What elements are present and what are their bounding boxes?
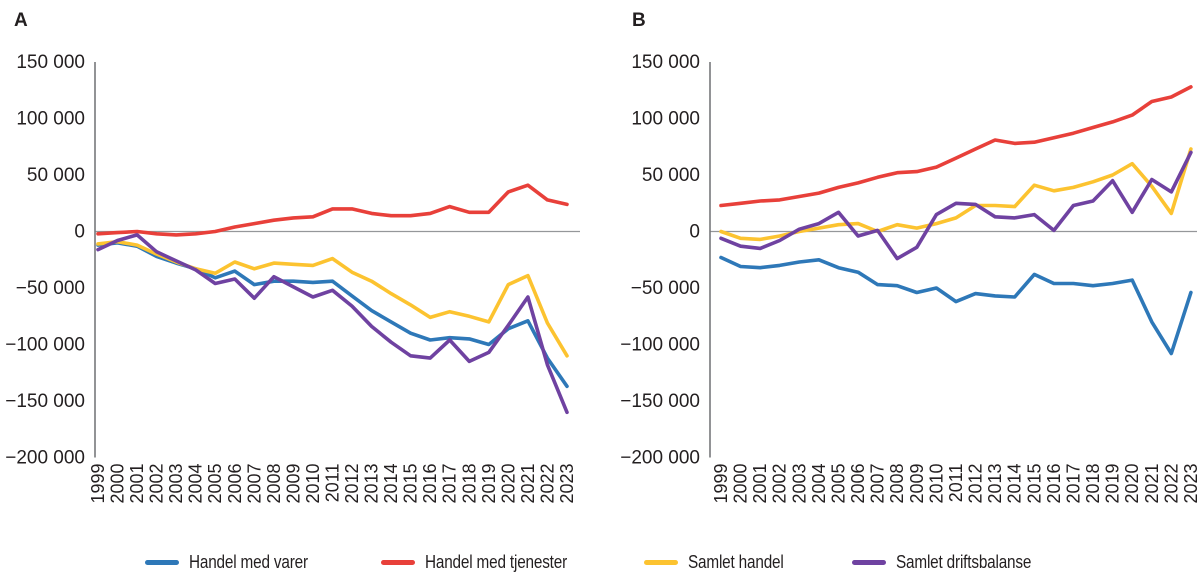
x-tick-label-2012: 2012	[342, 464, 362, 504]
x-tick-label-2000: 2000	[731, 464, 751, 504]
x-tick-label-2018: 2018	[459, 464, 479, 504]
x-tick-label-2021: 2021	[518, 464, 538, 504]
x-tick-label-2017: 2017	[440, 464, 460, 504]
x-tick-label-2021: 2021	[1142, 464, 1162, 504]
x-tick-label-2018: 2018	[1083, 464, 1103, 504]
x-tick-label-2007: 2007	[868, 464, 888, 504]
x-tick-label-1999: 1999	[711, 464, 731, 504]
x-tick-label-2003: 2003	[789, 464, 809, 504]
x-tick-label-2014: 2014	[381, 464, 401, 504]
legend-label: Samlet handel	[687, 551, 784, 572]
x-tick-label-2001: 2001	[750, 464, 770, 504]
x-tick-label-2015: 2015	[1024, 464, 1044, 504]
x-tick-label-2012: 2012	[966, 464, 986, 504]
x-tick-label-2007: 2007	[244, 464, 264, 504]
x-tick-label-2019: 2019	[1103, 464, 1123, 504]
x-tick-label-2009: 2009	[283, 464, 303, 504]
y-tick-label: −100 000	[5, 335, 85, 356]
x-tick-label-2000: 2000	[108, 464, 128, 504]
x-tick-label-2010: 2010	[303, 464, 323, 504]
legend-item-handel-med-tjenester: Handel med tjenester	[380, 551, 592, 573]
line-swatch-icon	[643, 559, 678, 565]
line-swatch-icon	[380, 559, 415, 565]
x-tick-label-2011: 2011	[946, 464, 966, 503]
legend-label: Handel med tjenester	[424, 551, 567, 572]
x-tick-label-2016: 2016	[1044, 464, 1064, 504]
series-line-samlet-driftsbalanse	[96, 233, 569, 415]
y-tick-label: 100 000	[631, 109, 700, 130]
x-tick-label-2011: 2011	[322, 464, 342, 503]
legend-label: Handel med varer	[188, 551, 308, 572]
x-tick-label-2006: 2006	[225, 464, 245, 504]
x-tick-label-2019: 2019	[479, 464, 499, 504]
series-line-samlet-handel	[719, 147, 1193, 242]
y-tick-label: 50 000	[27, 165, 85, 186]
y-tick-label: −50 000	[631, 278, 700, 299]
y-tick-label: −50 000	[16, 278, 85, 299]
x-tick-label-2013: 2013	[985, 464, 1005, 504]
x-tick-label-2008: 2008	[264, 464, 284, 504]
panel-a-title: A	[14, 10, 28, 31]
x-tick-label-2005: 2005	[828, 464, 848, 504]
y-tick-label: −150 000	[620, 391, 700, 412]
line-swatch-icon	[852, 559, 887, 565]
x-tick-label-2016: 2016	[420, 464, 440, 504]
legend-item-handel-med-varer: Handel med varer	[144, 551, 329, 573]
x-tick-label-2023: 2023	[557, 464, 577, 504]
panel-b-chart: 150 000 100 000 50 000 0 −50 000 −100 000 −150…	[620, 52, 1200, 504]
x-tick-label-2014: 2014	[1005, 464, 1025, 504]
x-tick-label-2020: 2020	[498, 464, 518, 504]
x-tick-label-2013: 2013	[362, 464, 382, 504]
series-line-handel-med-varer	[96, 241, 569, 389]
series-line-samlet-driftsbalanse	[719, 150, 1193, 261]
y-tick-label: 50 000	[642, 165, 700, 186]
y-tick-label: 100 000	[16, 109, 85, 130]
panel-a-chart: 150 000 100 000 50 000 0 −50 000 −100 000 −150…	[5, 52, 580, 504]
x-tick-label-2008: 2008	[887, 464, 907, 504]
y-tick-label: 150 000	[631, 52, 700, 73]
series-line-handel-med-varer	[719, 255, 1193, 356]
x-tick-label-2001: 2001	[127, 464, 147, 504]
series-line-handel-med-tjenester	[719, 85, 1193, 208]
y-tick-label: −100 000	[620, 335, 700, 356]
y-tick-label: −150 000	[5, 391, 85, 412]
x-tick-label-2022: 2022	[1161, 464, 1181, 504]
x-tick-label-2022: 2022	[537, 464, 557, 504]
x-tick-label-2010: 2010	[926, 464, 946, 504]
y-tick-label: 150 000	[16, 52, 85, 73]
x-tick-label-1999: 1999	[88, 464, 108, 504]
y-tick-label: 0	[74, 222, 85, 243]
x-tick-label-2004: 2004	[186, 464, 206, 504]
legend-item-samlet-driftsbalanse: Samlet driftsbalanse	[852, 552, 1055, 573]
x-tick-label-2005: 2005	[205, 464, 225, 504]
x-tick-label-2006: 2006	[848, 464, 868, 504]
series-line-handel-med-tjenester	[96, 183, 569, 237]
x-tick-label-2004: 2004	[809, 464, 829, 504]
x-tick-label-2002: 2002	[147, 464, 167, 504]
x-tick-label-2002: 2002	[770, 464, 790, 504]
legend-label: Samlet driftsbalanse	[896, 551, 1032, 572]
legend-item-samlet-handel: Samlet handel	[643, 551, 800, 573]
x-tick-label-2003: 2003	[166, 464, 186, 504]
panel-b-title: B	[632, 10, 646, 31]
line-swatch-icon	[144, 559, 179, 565]
y-tick-label: 0	[689, 222, 700, 243]
y-tick-label: −200 000	[620, 448, 700, 469]
x-tick-label-2023: 2023	[1181, 464, 1200, 504]
x-tick-label-2009: 2009	[907, 464, 927, 504]
chart-legend: Handel med varer Handel med tjenester Sa…	[0, 547, 1200, 577]
x-tick-label-2017: 2017	[1063, 464, 1083, 504]
x-tick-label-2015: 2015	[401, 464, 421, 504]
x-tick-label-2020: 2020	[1122, 464, 1142, 504]
y-tick-label: −200 000	[5, 448, 85, 469]
